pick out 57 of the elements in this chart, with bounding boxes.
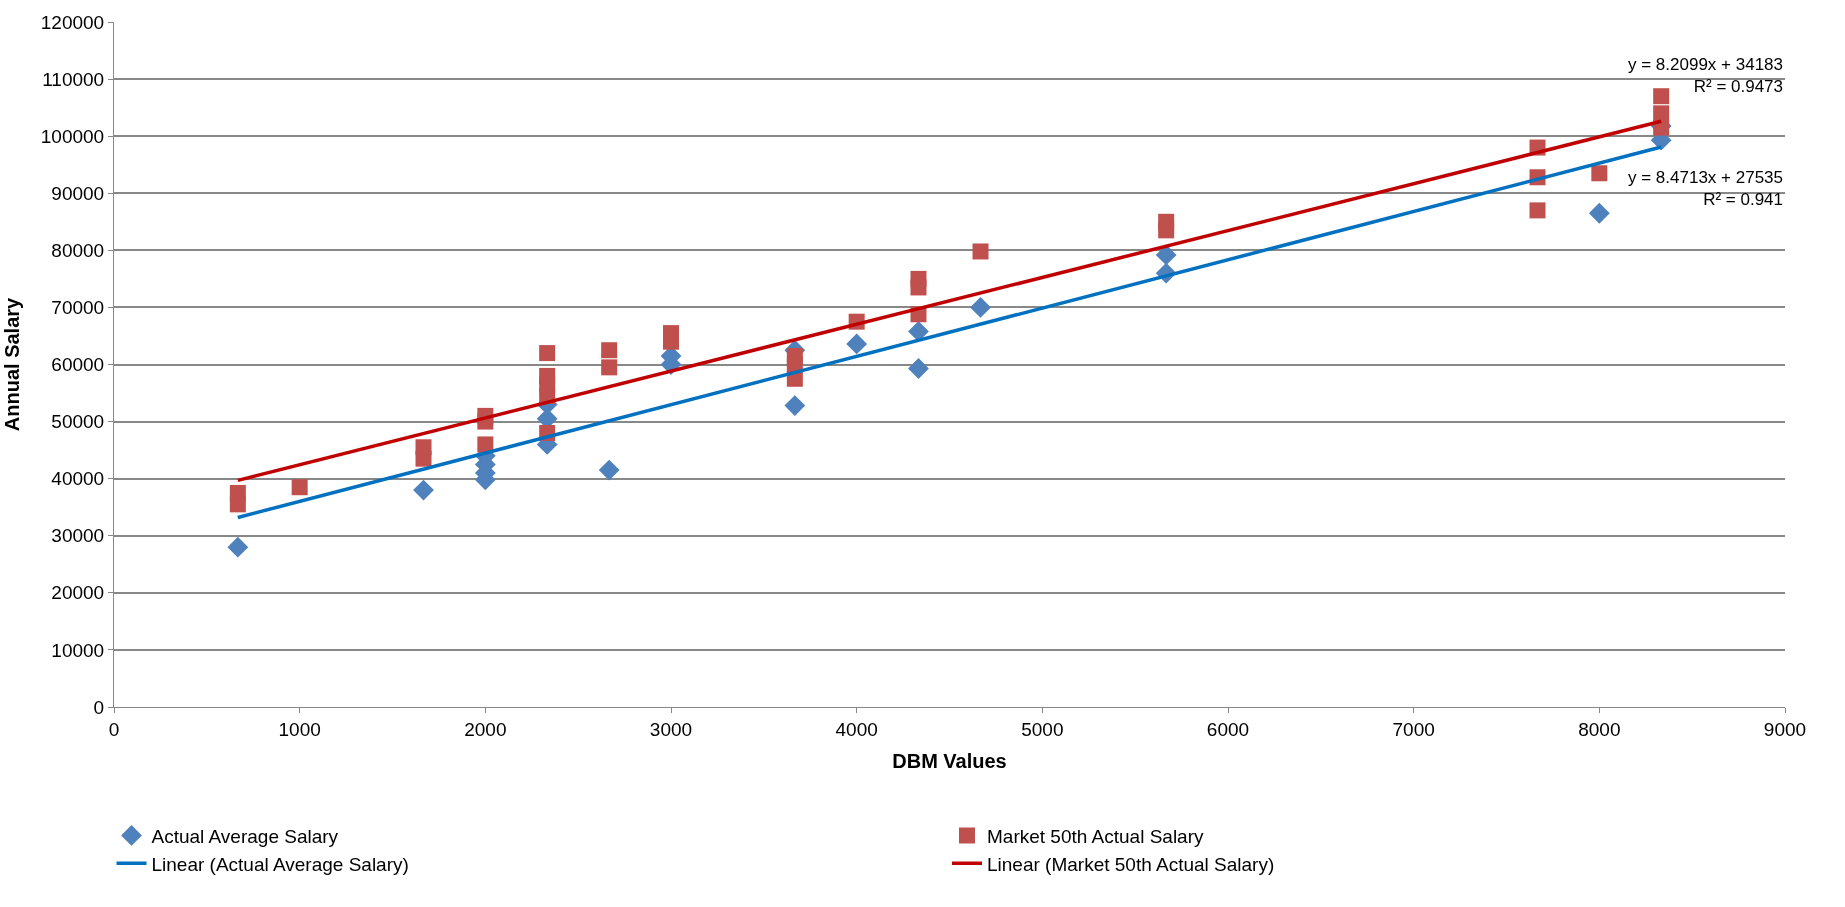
- y-tick-label: 0: [93, 696, 105, 718]
- point: [601, 359, 618, 376]
- x-tick-label: 6000: [1206, 718, 1250, 740]
- point: [908, 358, 929, 379]
- annotation: y = 8.2099x + 34183 R² = 0.9473: [1628, 55, 1784, 97]
- legend-label: Linear (Market 50th Actual Salary): [987, 853, 1275, 875]
- y-tick-label: 70000: [51, 297, 105, 319]
- point: [598, 459, 620, 481]
- point: [1155, 244, 1177, 266]
- y-tick-label: 80000: [51, 239, 105, 261]
- y-tick-label: 30000: [51, 525, 105, 547]
- point: [784, 395, 806, 416]
- x-tick-label: 2000: [464, 718, 507, 740]
- x-tick-label: 4000: [835, 718, 878, 740]
- point: [970, 297, 991, 318]
- x-tick-label: 1000: [278, 718, 321, 740]
- x-tick-label: 7000: [1392, 718, 1435, 740]
- point: [227, 536, 249, 558]
- y-axis-title: Annual Salary: [1, 296, 24, 432]
- point: [1158, 213, 1175, 230]
- y-tick-label: 40000: [51, 468, 105, 490]
- point: [539, 367, 556, 384]
- point: [908, 320, 929, 342]
- point: [1591, 165, 1608, 182]
- point: [1588, 202, 1610, 224]
- y-tick-label: 50000: [51, 411, 105, 433]
- x-tick-label: 8000: [1578, 718, 1621, 740]
- legend-label: Linear (Actual Average Salary): [151, 853, 409, 875]
- point: [415, 439, 432, 456]
- x-tick-label: 3000: [649, 718, 693, 740]
- point: [477, 436, 494, 453]
- y-tick-label: 120000: [40, 11, 105, 33]
- point: [539, 345, 556, 362]
- x-tick-label: 5000: [1021, 718, 1064, 740]
- y-tick-label: 20000: [51, 582, 105, 604]
- point: [972, 243, 989, 260]
- y-tick-label: 100000: [40, 125, 105, 147]
- legend-label: Actual Average Salary: [151, 825, 339, 847]
- point: [786, 347, 803, 364]
- point: [229, 484, 246, 501]
- y-tick-label: 110000: [42, 68, 105, 90]
- y-tick-label: 60000: [51, 354, 105, 376]
- legend-label: Market 50th Actual Salary: [987, 825, 1204, 847]
- annotation: y = 8.4713x + 27535 R² = 0.941: [1628, 168, 1784, 210]
- y-tick-label: 90000: [51, 182, 105, 204]
- point: [1653, 88, 1670, 105]
- point: [413, 479, 434, 501]
- point: [601, 342, 618, 359]
- point: [910, 270, 927, 287]
- x-axis-title: DBM Values: [892, 750, 1007, 773]
- point: [1529, 202, 1546, 219]
- point: [291, 479, 308, 496]
- y-tick-label: 10000: [51, 639, 105, 661]
- x-tick-label: 0: [108, 718, 120, 740]
- point: [1653, 105, 1670, 122]
- x-tick-label: 9000: [1763, 718, 1807, 740]
- point: [846, 333, 868, 355]
